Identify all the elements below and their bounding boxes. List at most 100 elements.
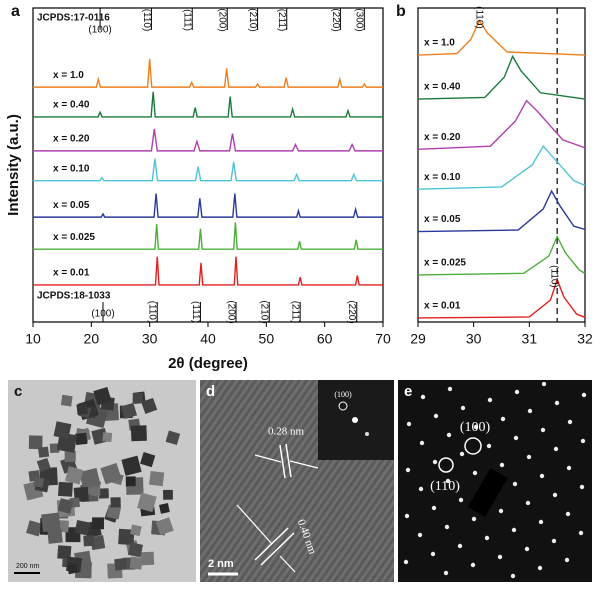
particle — [121, 455, 142, 476]
particle — [26, 520, 43, 537]
particle — [57, 545, 72, 560]
diffraction-spot — [525, 500, 531, 506]
series-line — [33, 193, 383, 218]
reference-label: (111) — [190, 301, 201, 323]
reference-name: JCPDS:18-1033 — [37, 291, 111, 302]
diffraction-spot — [551, 538, 557, 544]
particle — [106, 504, 122, 520]
y-axis-label: Intensity (a.u.) — [5, 114, 22, 216]
series-line — [417, 234, 586, 276]
series-line — [417, 144, 586, 190]
diffraction-spot — [419, 440, 425, 446]
diffraction-spot — [554, 400, 560, 406]
diffraction-spot — [564, 557, 570, 563]
diffraction-spot — [460, 405, 466, 411]
reference-label: (220) — [346, 300, 357, 323]
particle — [98, 488, 109, 499]
particle — [75, 432, 88, 446]
reference-label: (210) — [259, 300, 270, 323]
series-label: x = 0.10 — [53, 163, 90, 174]
diffraction-spot — [499, 462, 505, 468]
diffraction-spot — [472, 470, 478, 476]
particle — [33, 477, 44, 488]
annotation: (110) — [430, 479, 460, 494]
series-line — [33, 91, 383, 118]
particle — [132, 393, 143, 404]
particle — [49, 443, 60, 453]
x-tick-label: 31 — [522, 331, 538, 347]
reference-label: (220) — [330, 8, 341, 31]
annotation: (110) — [474, 6, 485, 29]
diffraction-spot — [418, 486, 424, 492]
particle — [67, 563, 78, 575]
reference-label: (300) — [354, 8, 365, 31]
series-line — [417, 277, 586, 319]
particle — [165, 430, 181, 446]
particle — [130, 524, 142, 537]
particle — [137, 492, 157, 513]
particle — [114, 557, 127, 571]
diffraction-spot — [538, 519, 544, 525]
particle — [60, 394, 73, 407]
diffraction-spot — [444, 524, 450, 530]
diffraction-spot — [403, 559, 409, 565]
diffraction-spot — [524, 546, 530, 552]
particle — [57, 498, 74, 514]
particle — [64, 450, 76, 462]
inset-label: (100) — [334, 390, 352, 399]
reference-label: (110) — [147, 301, 158, 324]
diffraction-spot — [497, 554, 503, 560]
x-tick-label: 10 — [25, 331, 41, 347]
panel-label: d — [206, 383, 215, 400]
series-label: x = 1.0 — [424, 38, 455, 49]
reference-label: (210) — [247, 8, 258, 31]
x-tick-label: 40 — [200, 331, 216, 347]
particle — [79, 467, 101, 490]
diffraction-spot — [540, 427, 546, 433]
particle — [90, 486, 101, 496]
particle — [47, 528, 63, 544]
saed-image-e: e (100) (110) — [398, 380, 592, 582]
diffraction-spot — [484, 535, 490, 541]
series-label: x = 0.40 — [53, 100, 90, 111]
diffraction-spot — [432, 459, 438, 465]
series-line — [33, 128, 383, 152]
particle — [102, 432, 113, 443]
series-label: x = 0.01 — [53, 268, 90, 279]
series-line — [33, 58, 383, 88]
series-label: x = 0.05 — [53, 200, 90, 211]
particle — [83, 535, 95, 547]
diffraction-spot — [511, 527, 517, 533]
reference-label: (111) — [182, 9, 193, 31]
diffraction-spot — [500, 416, 506, 422]
series-label: x = 0.025 — [53, 232, 95, 243]
diffraction-spot — [578, 530, 584, 536]
diffraction-spot — [420, 394, 426, 400]
diffraction-spot — [566, 465, 572, 471]
particle — [155, 517, 174, 536]
particle — [125, 476, 136, 487]
x-tick-label: 60 — [317, 331, 333, 347]
x-tick-label: 70 — [375, 331, 391, 347]
reference-label: (200) — [225, 300, 236, 323]
particle — [140, 551, 155, 566]
diffraction-spot — [579, 484, 585, 490]
reference-label: (100) — [91, 309, 114, 320]
particle — [130, 425, 147, 442]
x-tick-label: 50 — [259, 331, 275, 347]
series-line — [417, 189, 586, 233]
x-tick-label: 29 — [410, 331, 426, 347]
particle — [28, 435, 43, 450]
series-line — [417, 99, 586, 150]
particle — [127, 542, 144, 558]
diffraction-spot — [404, 513, 410, 519]
diffraction-spot — [458, 497, 464, 503]
x-tick-label: 32 — [577, 331, 593, 347]
diffraction-spot — [443, 570, 449, 576]
hrtem-image-d: (100) d 0.28 nm 0.40 nm 2 nm — [200, 380, 394, 582]
panel-label: c — [14, 383, 22, 400]
panel-label: b — [396, 3, 406, 20]
particle — [76, 403, 88, 416]
series-label: x = 0.10 — [424, 172, 461, 183]
scale-bar-label: 2 nm — [208, 558, 234, 570]
